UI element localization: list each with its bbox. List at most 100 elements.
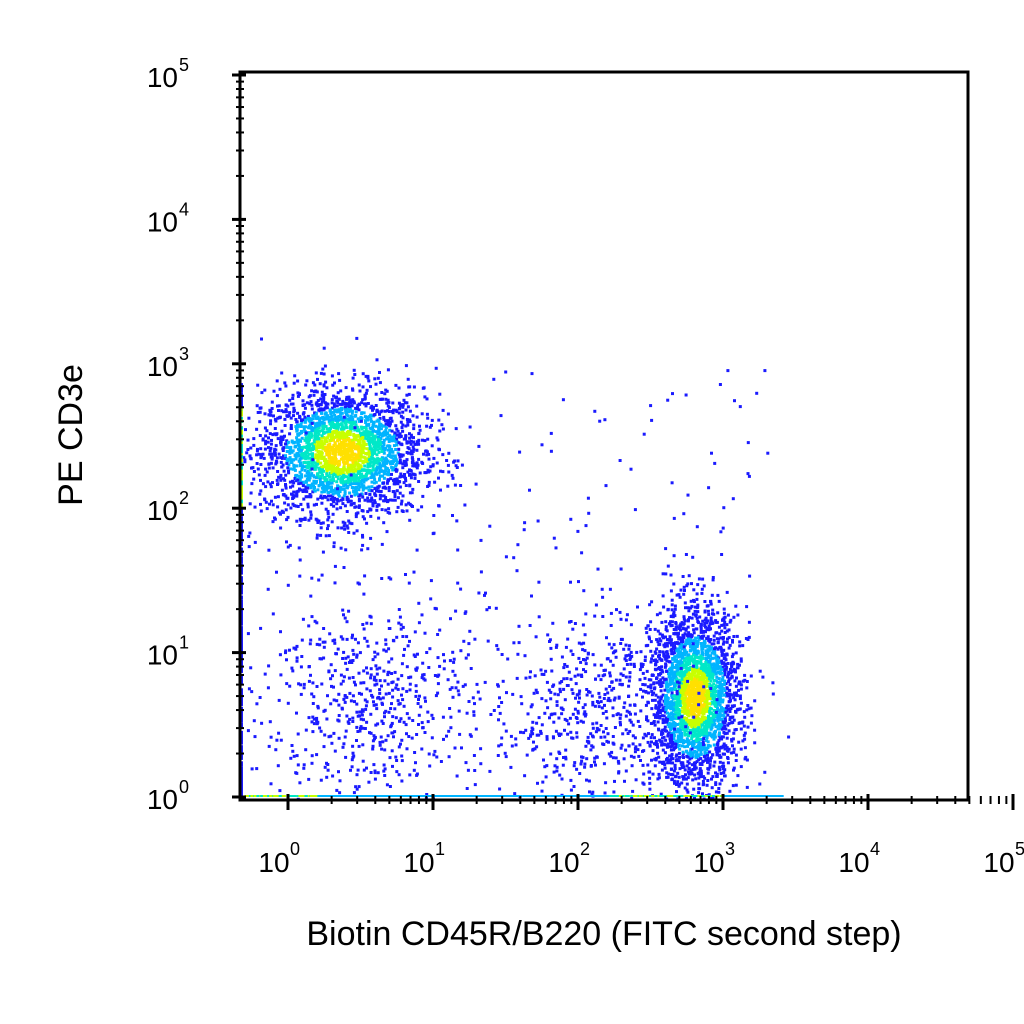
data-point	[356, 443, 360, 446]
data-point	[355, 425, 359, 429]
data-point	[280, 456, 284, 460]
data-point	[356, 403, 360, 407]
data-point	[344, 461, 347, 465]
data-point	[647, 732, 650, 736]
data-point	[361, 451, 365, 455]
data-point	[728, 710, 732, 713]
data-point	[305, 451, 309, 455]
data-point	[374, 470, 378, 474]
data-point	[663, 751, 667, 755]
data-point	[295, 428, 299, 432]
data-point	[347, 410, 350, 414]
data-point	[677, 784, 681, 788]
data-point	[714, 783, 718, 786]
data-point	[664, 683, 668, 687]
data-point	[717, 599, 721, 603]
data-point	[329, 494, 333, 498]
data-point	[405, 393, 409, 397]
data-point	[743, 757, 747, 761]
data-point	[396, 505, 400, 509]
data-point	[638, 725, 642, 728]
data-point	[258, 410, 262, 414]
data-point	[270, 499, 273, 503]
data-point	[335, 507, 339, 511]
data-point	[373, 446, 377, 450]
data-point	[386, 404, 390, 408]
data-point	[305, 448, 309, 452]
data-point	[314, 402, 318, 406]
data-point	[681, 710, 684, 714]
data-point	[345, 459, 349, 463]
data-point	[401, 423, 405, 427]
data-point	[394, 463, 398, 467]
data-point	[714, 684, 718, 688]
data-point	[695, 707, 699, 711]
data-point	[337, 397, 341, 401]
data-point	[709, 675, 713, 679]
data-point	[339, 441, 343, 445]
data-point	[669, 615, 673, 618]
data-point	[696, 745, 699, 749]
data-point	[362, 426, 366, 429]
data-point	[284, 454, 287, 458]
data-point	[369, 430, 373, 434]
data-point	[687, 686, 691, 690]
data-point	[314, 456, 317, 460]
data-point	[742, 724, 746, 728]
data-point	[684, 656, 688, 660]
data-point	[345, 475, 349, 479]
data-point	[703, 639, 707, 643]
data-point	[265, 470, 269, 474]
data-point	[688, 634, 692, 638]
data-point	[301, 484, 305, 488]
data-point	[705, 676, 709, 680]
data-point	[719, 688, 723, 691]
data-point	[720, 650, 724, 654]
data-point	[682, 705, 686, 709]
data-point	[286, 457, 290, 461]
data-point	[363, 394, 367, 397]
data-point	[688, 641, 691, 645]
data-point	[332, 444, 336, 448]
data-point	[708, 707, 712, 710]
data-point	[675, 790, 678, 794]
data-point	[343, 521, 347, 525]
data-point	[702, 642, 706, 646]
data-point	[393, 495, 397, 498]
data-point	[255, 462, 259, 465]
data-point	[647, 691, 650, 695]
data-point	[304, 454, 308, 458]
data-point	[700, 591, 704, 595]
data-point	[316, 404, 320, 408]
data-point	[699, 757, 703, 761]
data-point	[311, 463, 314, 467]
data-point	[714, 781, 718, 785]
data-point	[662, 728, 666, 732]
data-point	[685, 639, 689, 643]
data-point	[297, 474, 301, 478]
data-point	[315, 437, 318, 441]
data-point	[384, 388, 388, 392]
data-point	[382, 417, 386, 421]
data-point	[306, 502, 310, 506]
data-point	[351, 426, 355, 430]
data-point	[691, 685, 695, 689]
data-point	[327, 449, 331, 453]
data-point	[735, 634, 739, 638]
data-point	[669, 643, 673, 647]
data-point	[710, 651, 714, 655]
data-point	[690, 735, 694, 739]
data-point	[367, 379, 371, 383]
data-point	[409, 473, 413, 477]
data-point	[716, 727, 720, 731]
data-point	[320, 455, 324, 459]
data-point	[247, 416, 251, 420]
data-point	[385, 472, 389, 476]
data-point	[320, 390, 324, 394]
data-point	[383, 432, 387, 436]
data-point	[724, 682, 728, 686]
data-point	[333, 496, 336, 500]
data-point	[398, 475, 402, 479]
data-point	[294, 457, 298, 461]
data-point	[709, 619, 713, 623]
